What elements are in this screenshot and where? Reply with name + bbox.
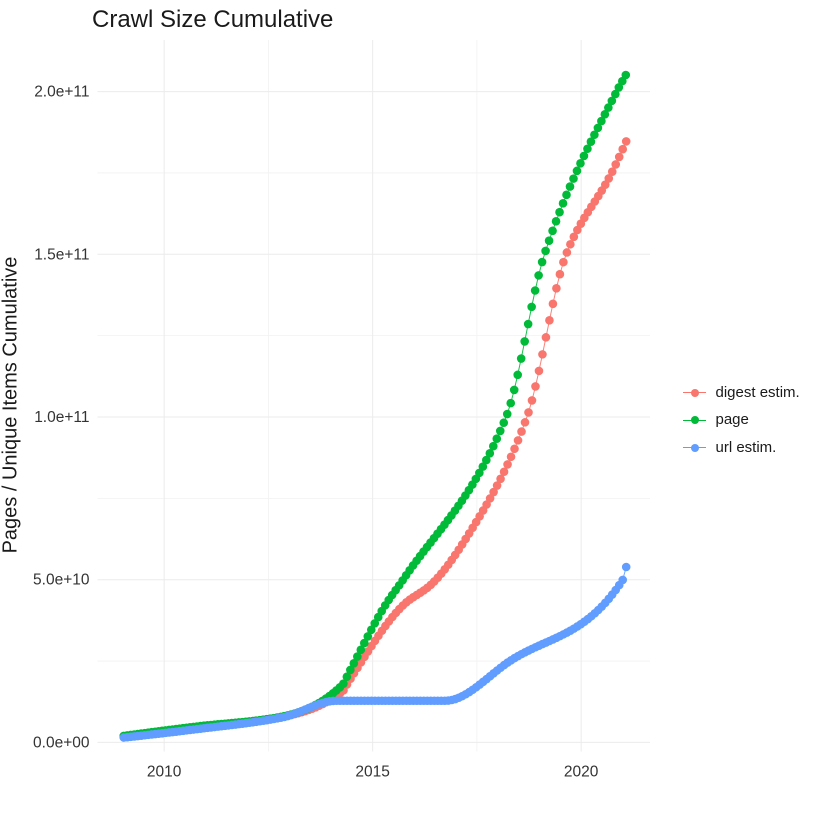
svg-text:2020: 2020 [564,764,599,781]
svg-text:2015: 2015 [355,764,389,781]
svg-text:1.0e+11: 1.0e+11 [34,409,89,426]
svg-text:0.0e+00: 0.0e+00 [33,734,90,751]
svg-text:2.0e+11: 2.0e+11 [34,84,89,101]
svg-text:5.0e+10: 5.0e+10 [33,572,90,589]
svg-text:1.5e+11: 1.5e+11 [34,246,89,263]
svg-text:2010: 2010 [147,764,182,781]
